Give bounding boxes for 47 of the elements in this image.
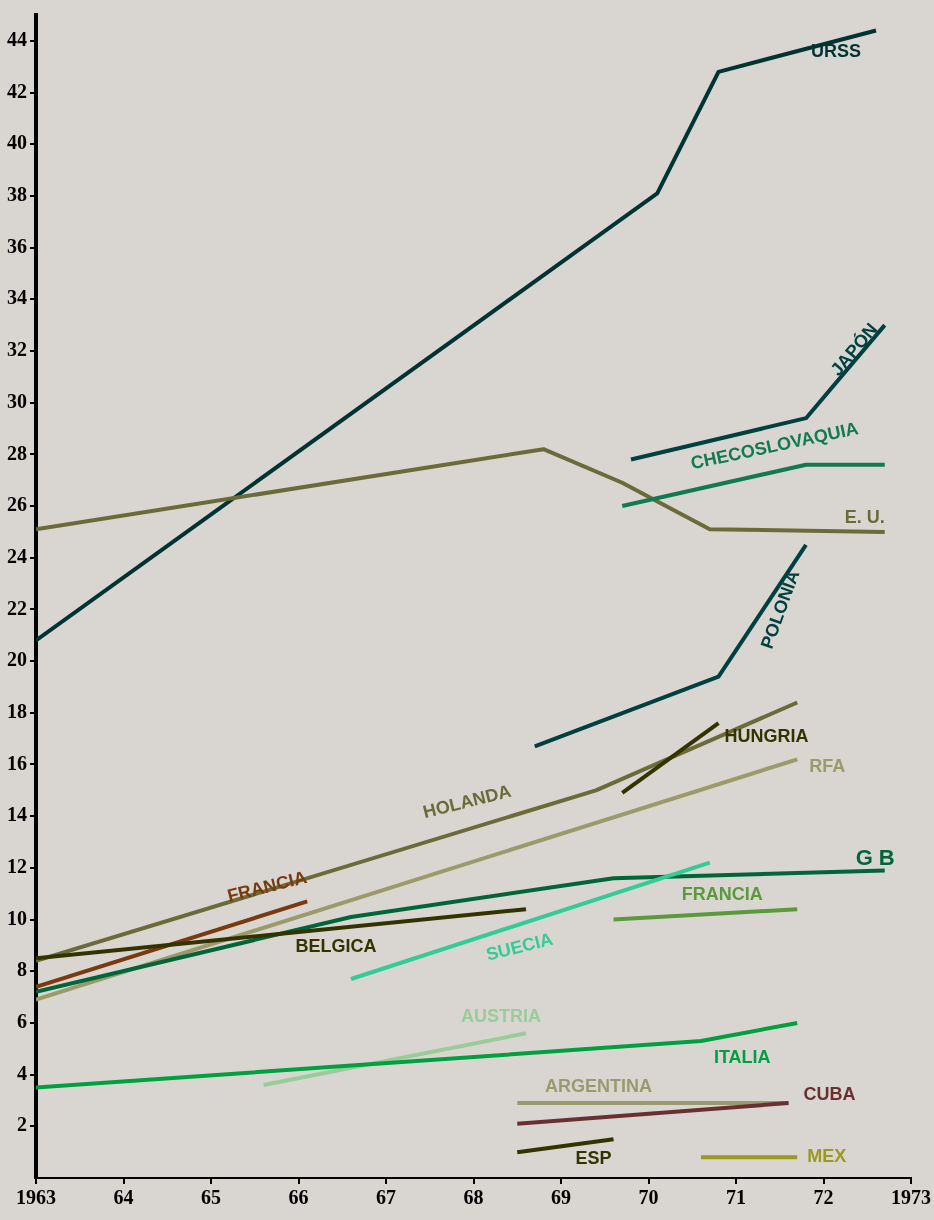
x-tick-label: 71 [726,1186,746,1209]
x-tick-label: 1963 [16,1186,56,1209]
series-label: HUNGRIA [724,726,809,747]
series-label: ITALIA [713,1046,771,1067]
series-label: MEX [807,1146,847,1167]
y-tick-label: 28 [7,441,27,464]
x-tick-label: 65 [201,1186,221,1209]
y-tick-label: 34 [7,286,27,309]
y-tick-label: 16 [7,751,27,774]
text: FRANCIA [225,866,309,906]
series-label: AUSTRIA [461,1006,541,1027]
y-tick-label: 20 [7,648,27,671]
y-tick-label: 42 [7,79,27,102]
series-label: RFA [809,756,846,777]
y-tick-label: 6 [17,1010,27,1033]
series-label: BELGICA [295,936,377,957]
y-tick-label: 10 [7,906,27,929]
series-label: FRANCIA [681,884,763,905]
y-tick-label: 18 [7,699,27,722]
series-label: CUBA [803,1084,856,1105]
y-tick-label: 8 [17,958,27,981]
text: SUECIA [484,928,555,965]
y-tick-label: 30 [7,389,27,412]
series-label: ARGENTINA [545,1076,652,1097]
x-tick-label: 70 [638,1186,659,1209]
y-tick-label: 22 [7,596,27,619]
y-tick-label: 26 [7,493,27,516]
y-tick-label: 36 [7,234,27,257]
series-label: G B [855,844,895,870]
y-tick-label: 24 [7,544,27,567]
x-tick-label: 69 [551,1186,571,1209]
y-tick-label: 12 [7,855,27,878]
x-tick-label: 67 [376,1186,396,1209]
y-tick-label: 2 [17,1113,27,1136]
y-tick-label: 44 [7,28,27,51]
y-tick-label: 32 [7,338,27,361]
series-label: E. U. [844,506,885,527]
series-label: ESP [575,1148,612,1169]
x-tick-label: 1973 [891,1186,931,1209]
y-tick-label: 38 [7,183,27,206]
x-tick-label: 66 [288,1186,309,1209]
y-tick-label: 4 [17,1061,27,1084]
y-tick-label: 40 [7,131,27,154]
y-tick-label: 14 [7,803,27,826]
x-tick-label: 68 [463,1186,484,1209]
x-tick-label: 72 [813,1186,834,1209]
x-tick-label: 64 [113,1186,134,1209]
